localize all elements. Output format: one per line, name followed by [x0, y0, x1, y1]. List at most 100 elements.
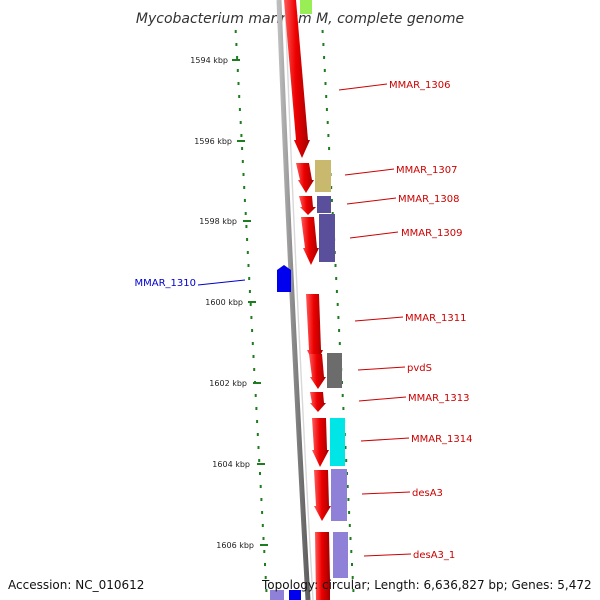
track-dot: [261, 524, 264, 527]
track-dot: [348, 511, 351, 514]
track-dot: [331, 212, 334, 215]
track-dot: [235, 43, 238, 46]
gene-label-mmar-1306[interactable]: MMAR_1306: [389, 80, 451, 91]
tick-label: 1602 kbp: [209, 379, 247, 388]
gene-label-mmar-1309[interactable]: MMAR_1309: [401, 228, 463, 239]
track-dot: [243, 186, 246, 189]
track-dot: [244, 212, 247, 215]
gene-label-mmar-1307[interactable]: MMAR_1307: [396, 165, 458, 176]
track-dot: [265, 589, 268, 592]
track-dot: [256, 433, 259, 436]
track-dot: [258, 459, 261, 462]
track-dot: [254, 394, 257, 397]
gene-arrow[interactable]: [310, 392, 326, 412]
gene-block-lavender[interactable]: [270, 590, 284, 600]
track-dot: [351, 576, 354, 579]
track-dot: [322, 43, 325, 46]
track-dot: [247, 264, 250, 267]
genome-backbone-highlight: [284, 0, 314, 600]
gene-arrow[interactable]: [299, 196, 316, 215]
track-dot: [352, 589, 355, 592]
gene-block-khaki[interactable]: [315, 160, 331, 192]
gene-block-slate[interactable]: [317, 196, 331, 213]
track-dot: [260, 498, 263, 501]
track-dot: [323, 69, 326, 72]
gene-block-lime[interactable]: [300, 0, 312, 14]
track-dot: [251, 329, 254, 332]
leader-line: [358, 396, 407, 402]
forward-gene-track: [284, 0, 331, 600]
track-dot: [238, 108, 241, 111]
track-dot: [242, 173, 245, 176]
cog-track: [270, 0, 348, 600]
track-dot: [330, 199, 333, 202]
track-dot: [330, 186, 333, 189]
tick-label: 1600 kbp: [205, 298, 243, 307]
gene-block-blue[interactable]: [289, 590, 301, 600]
track-dot: [238, 95, 241, 98]
track-dot: [236, 69, 239, 72]
tick-label: 1598 kbp: [199, 217, 237, 226]
track-dot: [239, 121, 242, 124]
gene-arrow[interactable]: [296, 163, 314, 193]
gene-label-pvds[interactable]: pvdS: [407, 363, 432, 374]
label-leaders: [197, 83, 412, 557]
leader-line: [197, 279, 246, 286]
leader-line: [349, 231, 399, 239]
gene-arrow[interactable]: [315, 532, 330, 600]
leader-line: [363, 553, 412, 557]
leader-line: [361, 491, 411, 495]
track-dot: [259, 485, 262, 488]
track-dot: [264, 563, 266, 566]
track-dot: [341, 394, 344, 397]
track-dot: [321, 30, 324, 33]
reverse-gene-arrow[interactable]: [277, 265, 291, 292]
gene-block-cyan[interactable]: [330, 418, 345, 466]
gene-arrow[interactable]: [314, 470, 331, 521]
gene-label-desa3-1[interactable]: desA3_1: [413, 550, 455, 561]
track-dot: [324, 82, 327, 85]
gene-arrow[interactable]: [312, 418, 329, 467]
gene-arrow[interactable]: [309, 354, 326, 389]
track-dot: [336, 303, 339, 306]
left-track-dots: [234, 30, 268, 592]
gene-block-slate[interactable]: [319, 214, 335, 262]
kbp-ticks: 1594 kbp 1596 kbp 1598 kbp 1600 kbp 1602…: [190, 56, 268, 550]
track-dot: [261, 511, 264, 514]
track-dot: [240, 134, 243, 137]
gene-arrow[interactable]: [301, 217, 319, 265]
track-dot: [248, 290, 251, 293]
track-dot: [262, 537, 265, 540]
gene-label-mmar-1314[interactable]: MMAR_1314: [411, 434, 473, 445]
gene-label-mmar-1308[interactable]: MMAR_1308: [398, 194, 460, 205]
gene-label-mmar-1313[interactable]: MMAR_1313: [408, 393, 470, 404]
track-dot: [325, 95, 328, 98]
accession-text: Accession: NC_010612: [8, 578, 145, 592]
gene-block-lavender[interactable]: [331, 469, 347, 521]
track-dot: [248, 277, 251, 280]
tick-label: 1606 kbp: [216, 541, 254, 550]
track-dot: [241, 147, 244, 150]
gene-arrow[interactable]: [306, 294, 323, 366]
track-dot: [243, 199, 246, 202]
gene-label-mmar-1310[interactable]: MMAR_1310: [135, 278, 197, 289]
page-title: Mycobacterium marinum M, complete genome: [136, 11, 464, 27]
gene-arrow[interactable]: [284, 0, 310, 158]
tick-label: 1594 kbp: [190, 56, 228, 65]
tick-label: 1604 kbp: [212, 460, 250, 469]
track-dot: [323, 56, 326, 59]
track-dot: [251, 342, 254, 345]
track-dot: [250, 316, 253, 319]
track-dot: [256, 420, 259, 423]
leader-line: [360, 437, 410, 442]
leader-line: [354, 316, 404, 322]
track-dot: [348, 524, 351, 527]
gene-label-desa3[interactable]: desA3: [412, 488, 443, 499]
gene-block-lavender[interactable]: [333, 532, 348, 578]
track-dot: [327, 134, 330, 137]
track-dot: [249, 303, 252, 306]
leader-line: [357, 366, 406, 371]
gene-block-grey[interactable]: [327, 353, 342, 388]
gene-label-mmar-1311[interactable]: MMAR_1311: [405, 313, 467, 324]
